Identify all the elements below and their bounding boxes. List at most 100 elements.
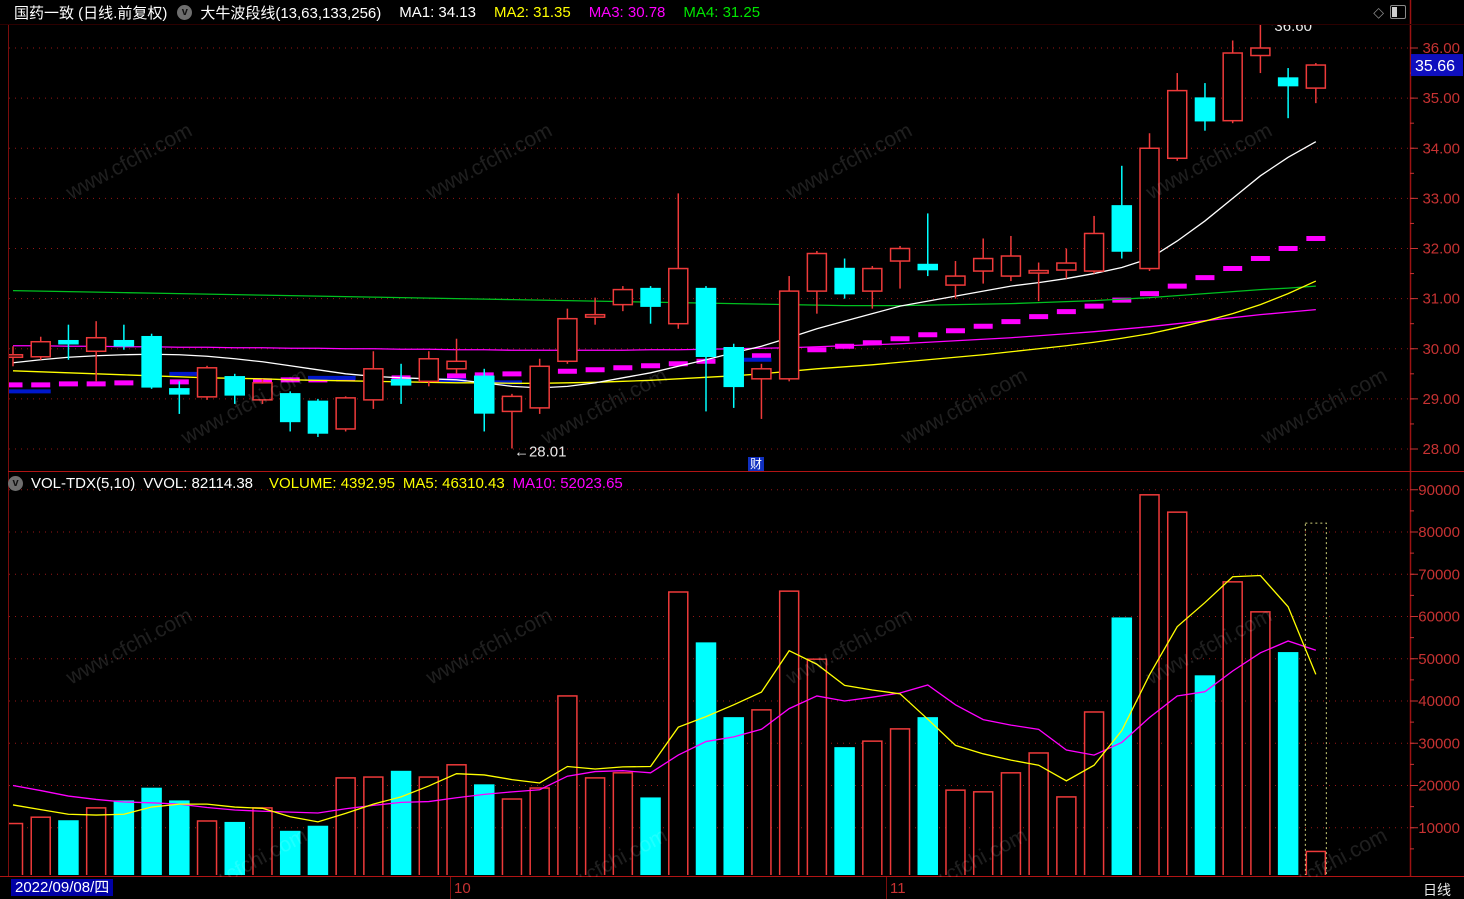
candle-body[interactable] (584, 313, 606, 318)
volume-bar[interactable] (390, 770, 412, 876)
candle-body[interactable] (169, 388, 190, 395)
volume-bar[interactable] (1222, 581, 1243, 876)
volume-bar[interactable] (778, 590, 800, 876)
volume-bar[interactable] (169, 800, 190, 876)
volume-bar[interactable] (4, 822, 24, 876)
volume-bar[interactable] (1166, 511, 1188, 876)
volume-bar[interactable] (252, 807, 273, 876)
candle-body[interactable] (917, 263, 939, 271)
candle-body[interactable] (501, 395, 523, 413)
candle-body[interactable] (30, 340, 51, 358)
candle-body[interactable] (1028, 269, 1049, 274)
volume-bar[interactable] (473, 784, 495, 876)
candle-body[interactable] (1277, 77, 1299, 87)
volume-bar[interactable] (668, 591, 689, 876)
volume-bar[interactable] (557, 695, 578, 876)
indicator-name[interactable]: 大牛波段线(13,63,133,256) (200, 4, 382, 22)
candle-body[interactable] (668, 267, 689, 325)
volume-bar[interactable] (307, 825, 329, 876)
volume-bar[interactable] (640, 797, 661, 876)
candle-body[interactable] (1000, 255, 1022, 277)
price-pane[interactable] (9, 24, 1409, 472)
candle-body[interactable] (889, 247, 911, 262)
volume-bar[interactable] (335, 777, 356, 876)
chevron-down-icon[interactable]: v (177, 4, 193, 20)
volume-bar[interactable] (30, 816, 51, 876)
candle-body[interactable] (196, 367, 218, 398)
candle-body[interactable] (85, 336, 107, 353)
chevron-down-icon[interactable]: v (8, 475, 23, 491)
candle-body[interactable] (862, 267, 883, 292)
volume-bar[interactable] (945, 789, 966, 876)
candle-body[interactable] (1166, 89, 1188, 160)
candle-body[interactable] (557, 317, 578, 363)
volume-bar[interactable] (695, 642, 717, 876)
volume-bar[interactable] (113, 800, 135, 876)
volume-bar[interactable] (58, 820, 79, 876)
candle-body[interactable] (972, 257, 994, 272)
volume-bar[interactable] (1056, 796, 1077, 876)
volume-bar[interactable] (1139, 494, 1160, 876)
period-selector[interactable]: 日线 (1423, 882, 1451, 898)
volume-bar[interactable] (834, 747, 855, 876)
volume-bar[interactable] (889, 728, 911, 876)
candle-body[interactable] (279, 393, 301, 423)
candle-body[interactable] (113, 339, 135, 347)
volume-bar[interactable] (1000, 772, 1022, 876)
candle-body[interactable] (1083, 232, 1105, 272)
volume-bar[interactable] (806, 658, 828, 876)
candle-body[interactable] (778, 290, 800, 380)
volume-bar[interactable] (723, 717, 744, 876)
volume-bar[interactable] (446, 764, 467, 876)
volume-bar[interactable] (751, 709, 772, 876)
candle-body[interactable] (1222, 52, 1243, 122)
panel-layout-icon[interactable] (1390, 5, 1406, 19)
volume-bar[interactable] (1277, 652, 1299, 876)
volume-bar[interactable] (612, 772, 634, 876)
volume-bar[interactable] (917, 717, 939, 876)
candle-body[interactable] (390, 379, 412, 386)
volume-bar[interactable] (1250, 611, 1271, 876)
candle-body[interactable] (446, 360, 467, 370)
candle-body[interactable] (612, 288, 634, 306)
candle-body[interactable] (335, 397, 356, 430)
volume-bar[interactable] (1083, 711, 1105, 876)
candle-body[interactable] (751, 368, 772, 380)
candle-body[interactable] (141, 335, 162, 388)
candle-body[interactable] (529, 365, 550, 409)
candle-body[interactable] (1250, 47, 1271, 57)
volume-bar[interactable] (1028, 752, 1049, 876)
candle-body[interactable] (1139, 147, 1160, 270)
candle-body[interactable] (834, 267, 855, 295)
candle-body[interactable] (640, 287, 661, 307)
volume-bar[interactable] (85, 807, 107, 876)
diamond-icon[interactable]: ◇ (1373, 3, 1384, 20)
volume-bar[interactable] (279, 830, 301, 876)
candle-body[interactable] (1056, 262, 1077, 271)
candle-body[interactable] (945, 275, 966, 286)
candle-body[interactable] (723, 346, 744, 388)
candle-body[interactable] (224, 376, 246, 396)
candle-body[interactable] (307, 400, 329, 434)
volume-bar[interactable] (1111, 617, 1133, 876)
volume-bar[interactable] (972, 791, 994, 876)
candle-body[interactable] (363, 368, 384, 401)
candle-body[interactable] (1305, 64, 1327, 89)
candle-body[interactable] (4, 354, 24, 359)
volume-bar[interactable] (584, 777, 606, 876)
volume-bar[interactable] (363, 776, 384, 876)
candle-body[interactable] (1194, 97, 1216, 122)
volume-bar[interactable] (418, 776, 440, 876)
volume-bar[interactable] (862, 740, 883, 876)
volume-bar[interactable] (141, 787, 162, 876)
volume-bar[interactable] (1305, 850, 1327, 876)
volume-bar[interactable] (1194, 675, 1216, 876)
candle-body[interactable] (58, 339, 79, 345)
volume-bar[interactable] (529, 787, 550, 876)
candle-body[interactable] (473, 375, 495, 414)
volume-bar[interactable] (196, 820, 218, 876)
volume-bar[interactable] (501, 798, 523, 876)
volume-bar[interactable] (224, 821, 246, 876)
candle-body[interactable] (695, 287, 717, 358)
